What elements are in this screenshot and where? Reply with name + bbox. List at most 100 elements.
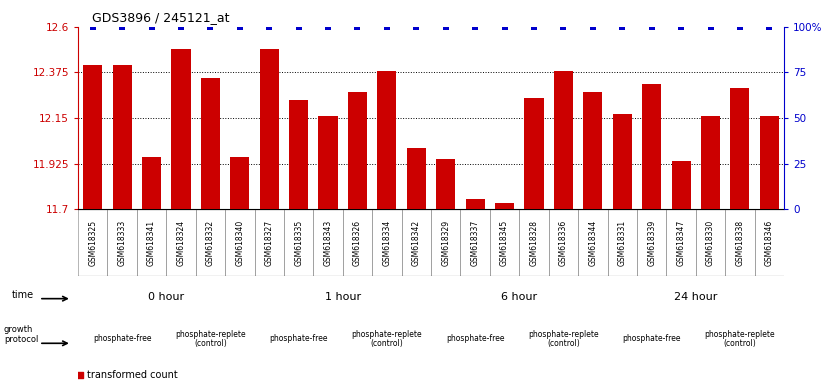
- Point: [380, 24, 393, 30]
- Bar: [378, 71, 397, 209]
- Text: GSM618338: GSM618338: [736, 220, 745, 266]
- Text: phosphate-replete
(control): phosphate-replete (control): [175, 329, 245, 348]
- Text: GSM618346: GSM618346: [765, 220, 774, 266]
- Text: GSM618342: GSM618342: [412, 220, 421, 266]
- Bar: [642, 84, 661, 209]
- Point: [233, 24, 246, 30]
- Text: GSM618335: GSM618335: [294, 220, 303, 266]
- Point: [174, 24, 187, 30]
- Bar: [612, 114, 632, 209]
- Point: [498, 24, 511, 30]
- Text: transformed count: transformed count: [87, 370, 177, 381]
- Point: [145, 24, 158, 30]
- Bar: [461, 209, 490, 276]
- Point: [116, 24, 129, 30]
- Bar: [495, 203, 514, 209]
- Bar: [696, 209, 725, 276]
- Point: [645, 24, 658, 30]
- Point: [557, 24, 570, 30]
- Bar: [608, 209, 637, 276]
- Point: [410, 24, 423, 30]
- Point: [704, 24, 717, 30]
- Text: phosphate-free: phosphate-free: [93, 334, 151, 343]
- Bar: [284, 209, 314, 276]
- Text: 24 hour: 24 hour: [674, 291, 718, 302]
- Text: GSM618339: GSM618339: [647, 220, 656, 266]
- Text: phosphate-replete
(control): phosphate-replete (control): [704, 329, 775, 348]
- Bar: [201, 78, 220, 209]
- Bar: [230, 157, 250, 209]
- Text: GSM618333: GSM618333: [117, 220, 126, 266]
- Text: phosphate-replete
(control): phosphate-replete (control): [351, 329, 422, 348]
- Bar: [725, 209, 754, 276]
- Bar: [731, 88, 750, 209]
- Bar: [401, 209, 431, 276]
- Bar: [525, 98, 544, 209]
- Bar: [319, 116, 337, 209]
- Bar: [78, 209, 108, 276]
- Bar: [466, 199, 484, 209]
- Text: 1 hour: 1 hour: [324, 291, 361, 302]
- Bar: [225, 209, 255, 276]
- Bar: [519, 209, 548, 276]
- Bar: [137, 209, 166, 276]
- Text: GSM618325: GSM618325: [88, 220, 97, 266]
- Bar: [490, 209, 519, 276]
- Bar: [548, 209, 578, 276]
- Point: [351, 24, 364, 30]
- Text: GSM618336: GSM618336: [559, 220, 568, 266]
- Text: phosphate-free: phosphate-free: [446, 334, 504, 343]
- Text: GSM618345: GSM618345: [500, 220, 509, 266]
- Bar: [759, 116, 779, 209]
- Point: [733, 24, 746, 30]
- Text: GSM618329: GSM618329: [441, 220, 450, 266]
- Bar: [112, 65, 131, 209]
- Point: [586, 24, 599, 30]
- Text: GSM618331: GSM618331: [617, 220, 626, 266]
- Text: GSM618340: GSM618340: [236, 220, 245, 266]
- Point: [264, 287, 277, 293]
- Bar: [83, 65, 103, 209]
- Bar: [172, 49, 190, 209]
- Text: GSM618341: GSM618341: [147, 220, 156, 266]
- Point: [616, 24, 629, 30]
- Bar: [166, 209, 195, 276]
- Text: 0 hour: 0 hour: [148, 291, 185, 302]
- Point: [469, 24, 482, 30]
- Point: [322, 24, 335, 30]
- Bar: [348, 92, 367, 209]
- Text: GSM618343: GSM618343: [323, 220, 333, 266]
- Text: GSM618347: GSM618347: [677, 220, 686, 266]
- Point: [439, 24, 452, 30]
- Text: GSM618326: GSM618326: [353, 220, 362, 266]
- Text: GSM618324: GSM618324: [177, 220, 186, 266]
- Bar: [343, 209, 372, 276]
- Point: [86, 24, 99, 30]
- Point: [527, 24, 540, 30]
- Bar: [314, 209, 343, 276]
- Bar: [142, 157, 161, 209]
- Text: GSM618330: GSM618330: [706, 220, 715, 266]
- Bar: [108, 209, 137, 276]
- Bar: [431, 209, 461, 276]
- Point: [675, 24, 688, 30]
- Bar: [578, 209, 608, 276]
- Text: growth
protocol: growth protocol: [4, 325, 39, 344]
- Text: GSM618334: GSM618334: [383, 220, 392, 266]
- Bar: [754, 209, 784, 276]
- Point: [292, 24, 305, 30]
- Bar: [667, 209, 695, 276]
- Text: GSM618344: GSM618344: [589, 220, 598, 266]
- Text: GDS3896 / 245121_at: GDS3896 / 245121_at: [92, 11, 230, 24]
- Text: phosphate-free: phosphate-free: [622, 334, 681, 343]
- Text: time: time: [11, 290, 34, 300]
- Text: GSM618337: GSM618337: [470, 220, 479, 266]
- Bar: [436, 159, 456, 209]
- Bar: [259, 49, 279, 209]
- Text: 6 hour: 6 hour: [501, 291, 538, 302]
- Point: [763, 24, 776, 30]
- Text: phosphate-free: phosphate-free: [269, 334, 328, 343]
- Bar: [583, 92, 603, 209]
- Bar: [289, 100, 308, 209]
- Point: [263, 24, 276, 30]
